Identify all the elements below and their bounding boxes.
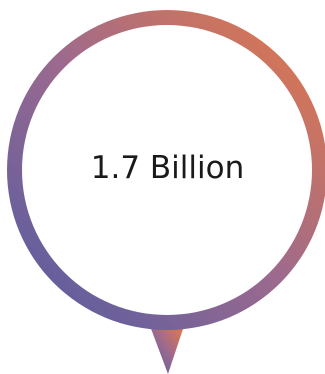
bubble-pointer <box>150 326 184 374</box>
stat-value: 1.7 Billion <box>90 150 245 186</box>
bubble-inner <box>22 25 312 315</box>
